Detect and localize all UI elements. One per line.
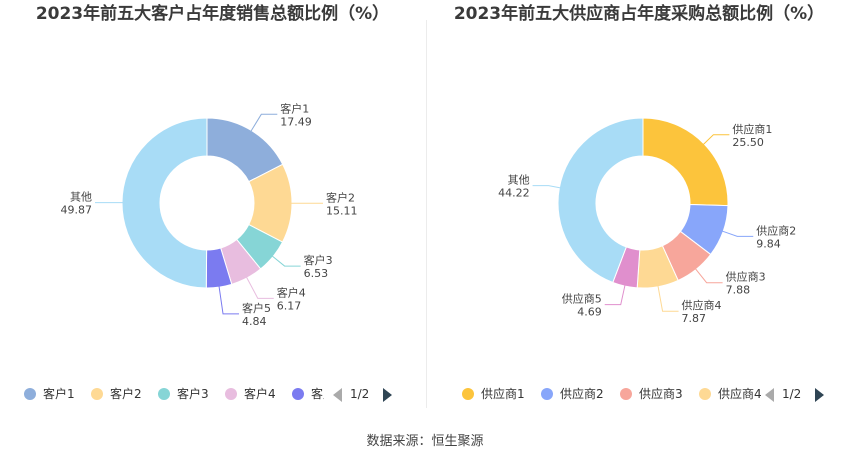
slice-value-label: 17.49: [280, 115, 312, 128]
slice-value-label: 49.87: [61, 204, 93, 217]
donut-slice-6[interactable]: [557, 117, 644, 284]
legend-marker-icon: [699, 388, 711, 400]
legend-marker-icon: [24, 388, 36, 400]
slice-value-label: 7.87: [682, 312, 707, 325]
supplier-chart-legend: 供应商1 供应商2 供应商3 供应商4 1/2: [428, 380, 850, 406]
slice-value-label: 44.22: [498, 187, 530, 200]
customer-chart-legend: 客户1 客户2 客户3 客户4 客户5 1/2: [0, 380, 425, 406]
donut-slice-1[interactable]: [642, 117, 729, 207]
slice-category-label: 其他: [508, 174, 530, 187]
chevron-left-icon[interactable]: [333, 388, 342, 402]
slice-category-label: 供应商3: [726, 270, 766, 284]
slice-value-label: 7.88: [726, 284, 751, 297]
chevron-right-icon[interactable]: [383, 388, 392, 402]
customer-legend-pager: 1/2: [333, 386, 395, 402]
slice-category-label: 供应商2: [756, 223, 796, 237]
customer-legend-items: 客户1 客户2 客户3 客户4 客户5: [24, 380, 324, 406]
slice-value-label: 15.11: [326, 204, 358, 217]
slice-category-label: 客户2: [326, 190, 355, 204]
label-leader-line: [722, 230, 754, 237]
label-leader-line: [702, 134, 730, 145]
slice-value-label: 4.84: [242, 315, 266, 328]
panel-divider: [426, 20, 427, 408]
slice-category-label: 客户4: [277, 285, 306, 299]
slice-value-label: 9.84: [756, 237, 781, 250]
legend-marker-icon: [91, 388, 103, 400]
donut-slice-6[interactable]: [121, 117, 208, 289]
label-leader-line: [657, 285, 679, 312]
label-leader-line: [604, 284, 626, 306]
slice-value-label: 25.50: [732, 136, 764, 149]
label-leader-line: [250, 113, 278, 132]
customer-chart-panel: 2023年前五大客户占年度销售总额比例（%） 客户1 17.49 客户2 15.11 客…: [0, 0, 425, 410]
label-leader-line: [218, 286, 240, 315]
legend-marker-icon: [158, 388, 170, 400]
slice-category-label: 客户5: [242, 301, 271, 315]
slice-category-label: 供应商1: [732, 122, 772, 136]
slice-category-label: 客户1: [280, 101, 309, 115]
customer-chart-title: 2023年前五大客户占年度销售总额比例（%）: [35, 4, 390, 24]
slice-value-label: 4.69: [577, 306, 602, 319]
legend-page-indicator: 1/2: [350, 387, 370, 401]
slice-category-label: 供应商4: [682, 298, 722, 312]
slice-value-label: 6.17: [277, 299, 302, 312]
chevron-left-icon[interactable]: [765, 388, 774, 402]
slice-category-label: 客户3: [304, 253, 333, 267]
slice-category-label: 其他: [70, 191, 92, 204]
data-source-note: 数据来源：恒生聚源: [366, 434, 484, 449]
supplier-chart-panel: 2023年前五大供应商占年度采购总额比例（%） 供应商1 25.50 供应商2 9.8…: [428, 0, 850, 410]
chevron-right-icon[interactable]: [815, 388, 824, 402]
legend-marker-icon: [620, 388, 632, 400]
supplier-legend-items: 供应商1 供应商2 供应商3 供应商4: [462, 380, 762, 406]
legend-marker-icon: [225, 388, 237, 400]
supplier-chart-title: 2023年前五大供应商占年度采购总额比例（%）: [453, 4, 825, 24]
supplier-legend-pager: 1/2: [765, 386, 827, 402]
label-leader-line: [271, 255, 301, 267]
label-leader-line: [695, 268, 723, 284]
legend-marker-icon: [462, 388, 474, 400]
slice-value-label: 6.53: [304, 267, 329, 280]
legend-marker-icon: [292, 388, 304, 400]
label-leader-line: [246, 276, 274, 299]
label-leader-line: [532, 185, 561, 189]
slice-category-label: 供应商5: [562, 292, 602, 306]
legend-marker-icon: [541, 388, 553, 400]
legend-page-indicator: 1/2: [782, 387, 802, 401]
